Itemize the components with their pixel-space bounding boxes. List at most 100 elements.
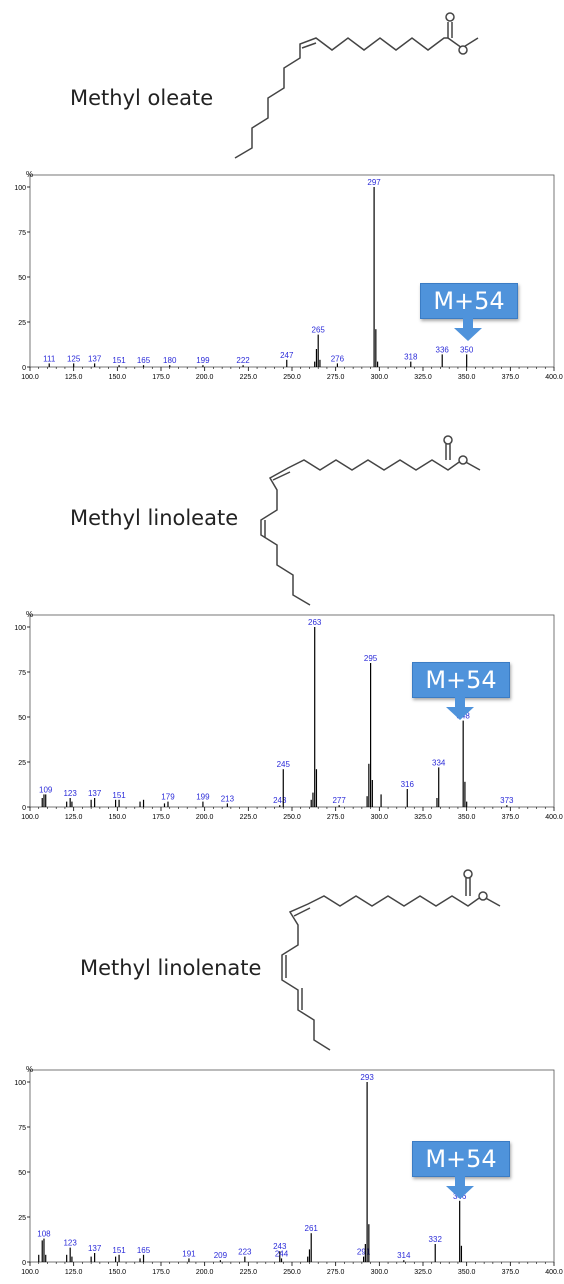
peak-label: 244 bbox=[275, 1249, 289, 1258]
x-tick-label: 225.0 bbox=[240, 1269, 258, 1276]
plot-frame bbox=[29, 614, 555, 808]
peak-label: 277 bbox=[332, 796, 346, 805]
x-tick-label: 375.0 bbox=[502, 1269, 520, 1276]
peak-label: 291 bbox=[357, 1248, 371, 1257]
peak-label: 334 bbox=[432, 758, 446, 767]
linolenate-structure-drawing bbox=[281, 869, 501, 1051]
y-axis-label: % bbox=[26, 610, 33, 619]
x-tick-label: 100.0 bbox=[21, 1269, 39, 1276]
x-tick-label: 150.0 bbox=[109, 814, 127, 821]
peak-label: 108 bbox=[37, 1230, 51, 1239]
y-tick-label: 25 bbox=[18, 760, 26, 767]
x-tick-label: 200.0 bbox=[196, 814, 214, 821]
peak-label: 263 bbox=[308, 618, 322, 627]
mass-spectrum-chart: % 0 25 50 75 100 100.0 125.0 150.0 175.0 200.0 225.… bbox=[14, 610, 563, 821]
peak-label: 243 bbox=[273, 1242, 287, 1251]
peak-label: 137 bbox=[88, 789, 102, 798]
m54-callout: M+54 bbox=[420, 283, 518, 319]
peak-label: 123 bbox=[63, 789, 77, 798]
x-tick-label: 125.0 bbox=[65, 814, 83, 821]
y-tick-label: 100 bbox=[14, 1080, 26, 1087]
peak-label: 243 bbox=[273, 796, 287, 805]
mass-spectrum-chart: % 0 25 50 75 100 100.0 125.0 150.0 175.0 200.0 225.… bbox=[14, 170, 563, 381]
peak-label: 125 bbox=[67, 354, 81, 363]
y-tick-label: 75 bbox=[18, 1125, 26, 1132]
x-tick-label: 150.0 bbox=[109, 374, 127, 381]
mass-spectrum-chart: % 0 25 50 75 100 100.0 125.0 150.0 175.0 200.0 225.… bbox=[14, 1065, 563, 1276]
y-axis-label: % bbox=[26, 170, 33, 179]
x-tick-label: 375.0 bbox=[502, 374, 520, 381]
y-tick-label: 100 bbox=[14, 625, 26, 632]
x-tick-label: 400.0 bbox=[545, 374, 563, 381]
y-tick-label: 0 bbox=[22, 365, 26, 372]
x-tick-label: 350.0 bbox=[458, 814, 476, 821]
peak-label: 137 bbox=[88, 354, 102, 363]
x-tick-label: 400.0 bbox=[545, 1269, 563, 1276]
peak-label: 151 bbox=[112, 356, 126, 365]
x-tick-label: 175.0 bbox=[152, 814, 170, 821]
x-tick-label: 275.0 bbox=[327, 814, 345, 821]
y-axis-label: % bbox=[26, 1065, 33, 1074]
y-tick-label: 25 bbox=[18, 320, 26, 327]
linoleate-structure-drawing bbox=[260, 435, 481, 606]
peak-label: 209 bbox=[214, 1251, 228, 1260]
y-tick-label: 50 bbox=[18, 275, 26, 282]
x-tick-label: 150.0 bbox=[109, 1269, 127, 1276]
peak-label: 111 bbox=[43, 354, 56, 363]
peak-label: 265 bbox=[312, 326, 326, 335]
y-tick-label: 0 bbox=[22, 1260, 26, 1267]
peak-label: 213 bbox=[221, 794, 235, 803]
peak-label: 151 bbox=[112, 791, 126, 800]
x-tick-label: 350.0 bbox=[458, 374, 476, 381]
peak-label: 180 bbox=[163, 356, 177, 365]
x-tick-label: 200.0 bbox=[196, 374, 214, 381]
peak-label: 293 bbox=[360, 1073, 374, 1082]
peak-label: 247 bbox=[280, 351, 294, 360]
x-tick-label: 275.0 bbox=[327, 1269, 345, 1276]
peak-label: 350 bbox=[460, 345, 474, 354]
x-tick-label: 175.0 bbox=[152, 1269, 170, 1276]
panel-methyl-oleate: Methyl oleate % 0 25 50 75 100 100.0 125.0 150.0… bbox=[0, 0, 564, 400]
x-tick-label: 275.0 bbox=[327, 374, 345, 381]
x-tick-label: 325.0 bbox=[414, 1269, 432, 1276]
y-tick-label: 25 bbox=[18, 1215, 26, 1222]
x-tick-label: 300.0 bbox=[371, 1269, 389, 1276]
peak-label: 314 bbox=[397, 1251, 411, 1260]
x-tick-label: 125.0 bbox=[65, 1269, 83, 1276]
oleate-structure-drawing bbox=[234, 12, 479, 159]
panel-methyl-linolenate: Methyl linolenate % 0 25 50 75 100 100.0 125.0 1… bbox=[0, 860, 564, 1284]
y-tick-label: 100 bbox=[14, 185, 26, 192]
peak-label: 137 bbox=[88, 1244, 102, 1253]
x-tick-label: 225.0 bbox=[240, 814, 258, 821]
x-tick-label: 325.0 bbox=[414, 374, 432, 381]
compound-name: Methyl linoleate bbox=[70, 506, 239, 530]
x-tick-label: 175.0 bbox=[152, 374, 170, 381]
peak-label: 199 bbox=[196, 793, 210, 802]
y-tick-label: 50 bbox=[18, 1170, 26, 1177]
peak-label: 261 bbox=[305, 1224, 319, 1233]
peak-label: 318 bbox=[404, 353, 418, 362]
x-tick-label: 300.0 bbox=[371, 374, 389, 381]
peak-label: 151 bbox=[112, 1246, 126, 1255]
peak-label: 373 bbox=[500, 796, 514, 805]
panel-methyl-linoleate: Methyl linoleate % 0 25 50 75 100 100.0 125.0 15… bbox=[0, 430, 564, 830]
peak-label: 295 bbox=[364, 654, 378, 663]
y-tick-label: 0 bbox=[22, 805, 26, 812]
x-tick-label: 300.0 bbox=[371, 814, 389, 821]
y-tick-label: 75 bbox=[18, 670, 26, 677]
peak-label: 297 bbox=[367, 178, 381, 187]
x-tick-label: 250.0 bbox=[283, 1269, 301, 1276]
peak-label: 165 bbox=[137, 1246, 151, 1255]
m54-callout: M+54 bbox=[412, 1141, 510, 1177]
x-tick-label: 250.0 bbox=[283, 374, 301, 381]
compound-name: Methyl oleate bbox=[70, 86, 214, 110]
peak-label: 245 bbox=[277, 760, 291, 769]
compound-name: Methyl linolenate bbox=[80, 956, 262, 980]
peak-label: 222 bbox=[236, 356, 250, 365]
x-tick-label: 125.0 bbox=[65, 374, 83, 381]
x-tick-label: 350.0 bbox=[458, 1269, 476, 1276]
peak-label: 332 bbox=[429, 1235, 443, 1244]
x-tick-label: 375.0 bbox=[502, 814, 520, 821]
peak-label: 276 bbox=[331, 354, 345, 363]
peak-label: 223 bbox=[238, 1248, 252, 1257]
